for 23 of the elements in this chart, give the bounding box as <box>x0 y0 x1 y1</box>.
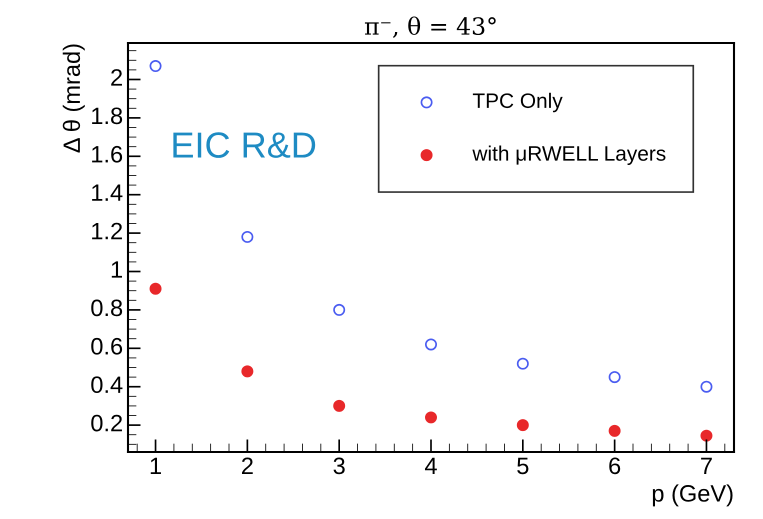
legend-label: TPC Only <box>472 92 563 112</box>
x-tick-label: 2 <box>242 457 253 474</box>
y-tick-label: 0.6 <box>91 338 122 355</box>
x-tick-label: 5 <box>517 458 528 474</box>
x-tick-label: 3 <box>334 457 345 474</box>
x-tick-label: 7 <box>701 458 712 474</box>
chart-title: π⁻, θ = 43° <box>364 16 496 38</box>
x-tick-label: 1 <box>150 458 161 474</box>
x-tick-label: 4 <box>424 458 437 474</box>
annotation: EIC R&D <box>173 132 316 158</box>
y-tick-label: 0.2 <box>91 414 122 432</box>
y-tick-label: 1 <box>112 261 122 278</box>
legend-label: with μRWELL Layers <box>472 146 666 165</box>
x-tick-label: 6 <box>609 457 620 474</box>
y-tick-label: 1.6 <box>92 146 122 163</box>
y-tick-label: 1.2 <box>92 222 122 240</box>
y-tick-label: 1.8 <box>92 108 122 124</box>
x-axis-title: p (GeV) <box>652 484 733 506</box>
y-tick-label: 0.4 <box>91 376 122 394</box>
y-tick-label: 2 <box>111 69 122 86</box>
y-tick-label: 1.4 <box>92 184 122 201</box>
y-axis-title: Δ θ (mrad) <box>62 44 85 153</box>
y-tick-label: 0.8 <box>91 300 122 316</box>
